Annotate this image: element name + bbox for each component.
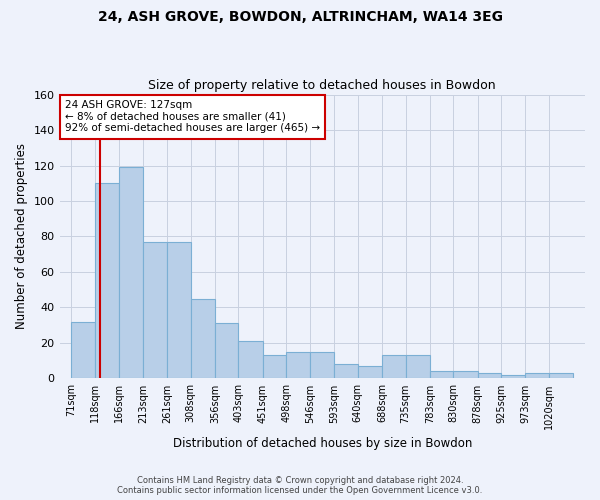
Bar [119,168,143,378]
Bar [167,242,191,378]
Bar [95,184,119,378]
Bar [286,352,310,378]
Bar [310,352,334,378]
Bar [358,366,382,378]
Bar [191,298,215,378]
X-axis label: Distribution of detached houses by size in Bowdon: Distribution of detached houses by size … [173,437,472,450]
Bar [263,356,286,378]
Text: 24 ASH GROVE: 127sqm
← 8% of detached houses are smaller (41)
92% of semi-detach: 24 ASH GROVE: 127sqm ← 8% of detached ho… [65,100,320,134]
Bar [501,375,526,378]
Bar [478,373,501,378]
Bar [549,373,573,378]
Bar [71,322,95,378]
Bar [143,242,167,378]
Bar [215,324,238,378]
Bar [334,364,358,378]
Y-axis label: Number of detached properties: Number of detached properties [15,144,28,330]
Bar [382,356,406,378]
Title: Size of property relative to detached houses in Bowdon: Size of property relative to detached ho… [148,79,496,92]
Bar [526,373,549,378]
Bar [406,356,430,378]
Text: Contains HM Land Registry data © Crown copyright and database right 2024.
Contai: Contains HM Land Registry data © Crown c… [118,476,482,495]
Text: 24, ASH GROVE, BOWDON, ALTRINCHAM, WA14 3EG: 24, ASH GROVE, BOWDON, ALTRINCHAM, WA14 … [97,10,503,24]
Bar [430,372,454,378]
Bar [454,372,478,378]
Bar [238,341,263,378]
